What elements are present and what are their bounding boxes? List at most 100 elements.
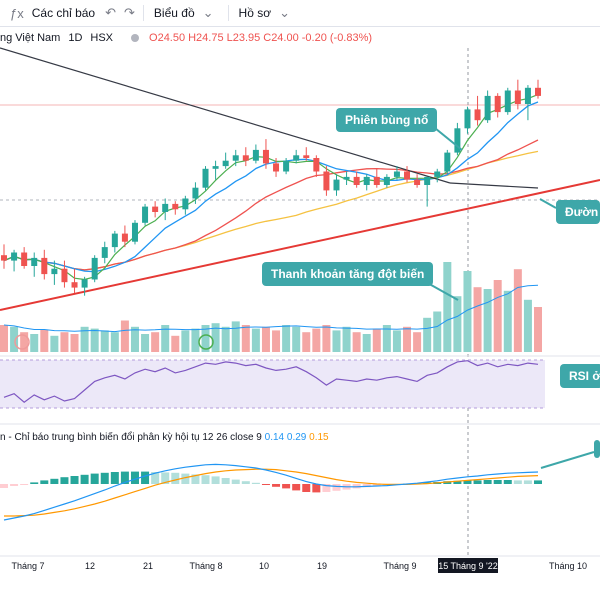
candle-body bbox=[142, 206, 149, 223]
candle-body bbox=[504, 90, 511, 113]
volume-bar bbox=[241, 325, 250, 352]
candle-body bbox=[414, 179, 421, 185]
crosshair-date-badge bbox=[438, 558, 498, 573]
macd-histogram-bar bbox=[130, 471, 139, 484]
macd-histogram-bar bbox=[20, 484, 29, 485]
volume-bar bbox=[0, 325, 8, 352]
indicators-button[interactable]: ƒx Các chỉ báo bbox=[0, 0, 101, 26]
profile-menu-button[interactable]: Hồ sơ ⌄ bbox=[233, 0, 300, 26]
volume-bar bbox=[332, 330, 341, 352]
event-marker bbox=[14, 334, 30, 350]
callout-trendline: Đườn bbox=[556, 200, 600, 224]
volume-bar bbox=[413, 332, 422, 352]
volume-bar bbox=[141, 334, 150, 352]
top-toolbar: ƒx Các chỉ báo ↶ ↷ Biểu đồ ⌄ Hồ sơ ⌄ bbox=[0, 0, 600, 27]
rsi-line bbox=[3, 360, 539, 403]
candle-body bbox=[424, 176, 431, 185]
chevron-down-icon: ⌄ bbox=[202, 5, 214, 20]
candle-body bbox=[484, 95, 491, 121]
redo-icon[interactable]: ↷ bbox=[124, 5, 135, 20]
interval-label[interactable]: 1D bbox=[68, 32, 83, 44]
macd-histogram-bar bbox=[120, 471, 129, 484]
volume-bar bbox=[30, 334, 39, 352]
candle-body bbox=[303, 155, 310, 158]
volume-bar bbox=[292, 326, 301, 352]
ohlc-change: -0.20 (-0.83%) bbox=[301, 32, 373, 44]
profile-menu-label: Hồ sơ bbox=[238, 6, 272, 20]
volume-bar bbox=[433, 311, 442, 352]
macd-histogram-bar bbox=[251, 482, 260, 484]
candle-body bbox=[514, 90, 521, 104]
chart-menu-label: Biểu đồ bbox=[153, 6, 195, 20]
macd-histogram-bar bbox=[513, 480, 522, 484]
volume-bar bbox=[463, 271, 472, 352]
macd-histogram-bar bbox=[231, 479, 240, 484]
symbol-legend: ng Việt Nam 1D HSX O24.50 H24.75 L23.95 … bbox=[0, 30, 372, 46]
volume-bar bbox=[534, 307, 542, 352]
volume-bar bbox=[503, 290, 512, 352]
macd-histogram-bar bbox=[181, 473, 190, 484]
macd-histogram-bar bbox=[211, 476, 220, 484]
macd-histogram-bar bbox=[70, 476, 79, 484]
callout-macd bbox=[594, 440, 600, 458]
candle-body bbox=[524, 87, 531, 104]
macd-histogram-bar bbox=[90, 473, 99, 484]
volume-bar bbox=[382, 325, 391, 352]
macd-histogram-bar bbox=[50, 478, 59, 484]
macd-histogram-bar bbox=[493, 480, 502, 484]
volume-bar bbox=[372, 328, 381, 352]
candle-body bbox=[31, 257, 38, 266]
x-tick-label: Tháng 7 bbox=[11, 561, 44, 571]
candle-body bbox=[323, 171, 330, 191]
volume-bar bbox=[362, 334, 371, 352]
volume-bar bbox=[523, 299, 532, 352]
chart-menu-button[interactable]: Biểu đồ ⌄ bbox=[148, 0, 224, 26]
volume-bar bbox=[110, 332, 119, 352]
volume-bar bbox=[60, 332, 69, 352]
macd-value: 0.14 bbox=[264, 432, 285, 443]
candle-body bbox=[393, 171, 400, 177]
support-trendline bbox=[0, 179, 600, 311]
candle-body bbox=[363, 176, 370, 185]
volume-bar bbox=[261, 326, 270, 352]
undo-icon[interactable]: ↶ bbox=[105, 5, 117, 20]
macd-histogram-bar bbox=[100, 472, 109, 484]
macd-histogram-bar bbox=[503, 480, 512, 484]
candle-body bbox=[11, 252, 18, 261]
macd-legend-title: n - Chỉ báo trung bình biến đổi phân kỳ … bbox=[0, 432, 262, 443]
volume-bar bbox=[473, 287, 482, 352]
volume-bar bbox=[10, 326, 19, 352]
x-tick-label: 19 bbox=[317, 561, 327, 571]
ma-mid-line bbox=[3, 101, 539, 273]
resistance-trendline-tail bbox=[449, 182, 539, 189]
callout-pointer bbox=[540, 451, 595, 469]
volume-bar bbox=[120, 320, 129, 352]
candle-body bbox=[91, 257, 98, 280]
volume-bar bbox=[352, 332, 361, 352]
candle-body bbox=[152, 206, 159, 212]
candle-body bbox=[81, 279, 88, 288]
macd-histogram-bar bbox=[60, 477, 69, 484]
volume-bar bbox=[443, 262, 452, 352]
macd-signal-line bbox=[4, 468, 539, 517]
visibility-icon[interactable] bbox=[131, 34, 140, 42]
candle-body bbox=[464, 109, 471, 129]
volume-bar bbox=[231, 321, 240, 352]
macd-histogram-bar bbox=[282, 484, 291, 489]
volume-bar bbox=[251, 328, 260, 352]
ohlc-high: H24.75 bbox=[188, 32, 224, 44]
symbol-name[interactable]: ng Việt Nam bbox=[0, 32, 61, 44]
candle-body bbox=[252, 149, 259, 161]
candle-body bbox=[454, 128, 461, 153]
macd-line bbox=[3, 463, 539, 521]
indicators-label: Các chỉ báo bbox=[31, 6, 96, 20]
candle-body bbox=[283, 160, 290, 172]
macd-legend: n - Chỉ báo trung bình biến đổi phân kỳ … bbox=[0, 432, 329, 443]
macd-histogram-bar bbox=[141, 471, 150, 484]
macd-histogram-bar bbox=[161, 472, 170, 484]
macd-histogram-bar bbox=[221, 478, 230, 484]
candle-body bbox=[353, 176, 360, 185]
candle-body bbox=[111, 233, 118, 248]
volume-bar bbox=[20, 332, 29, 352]
